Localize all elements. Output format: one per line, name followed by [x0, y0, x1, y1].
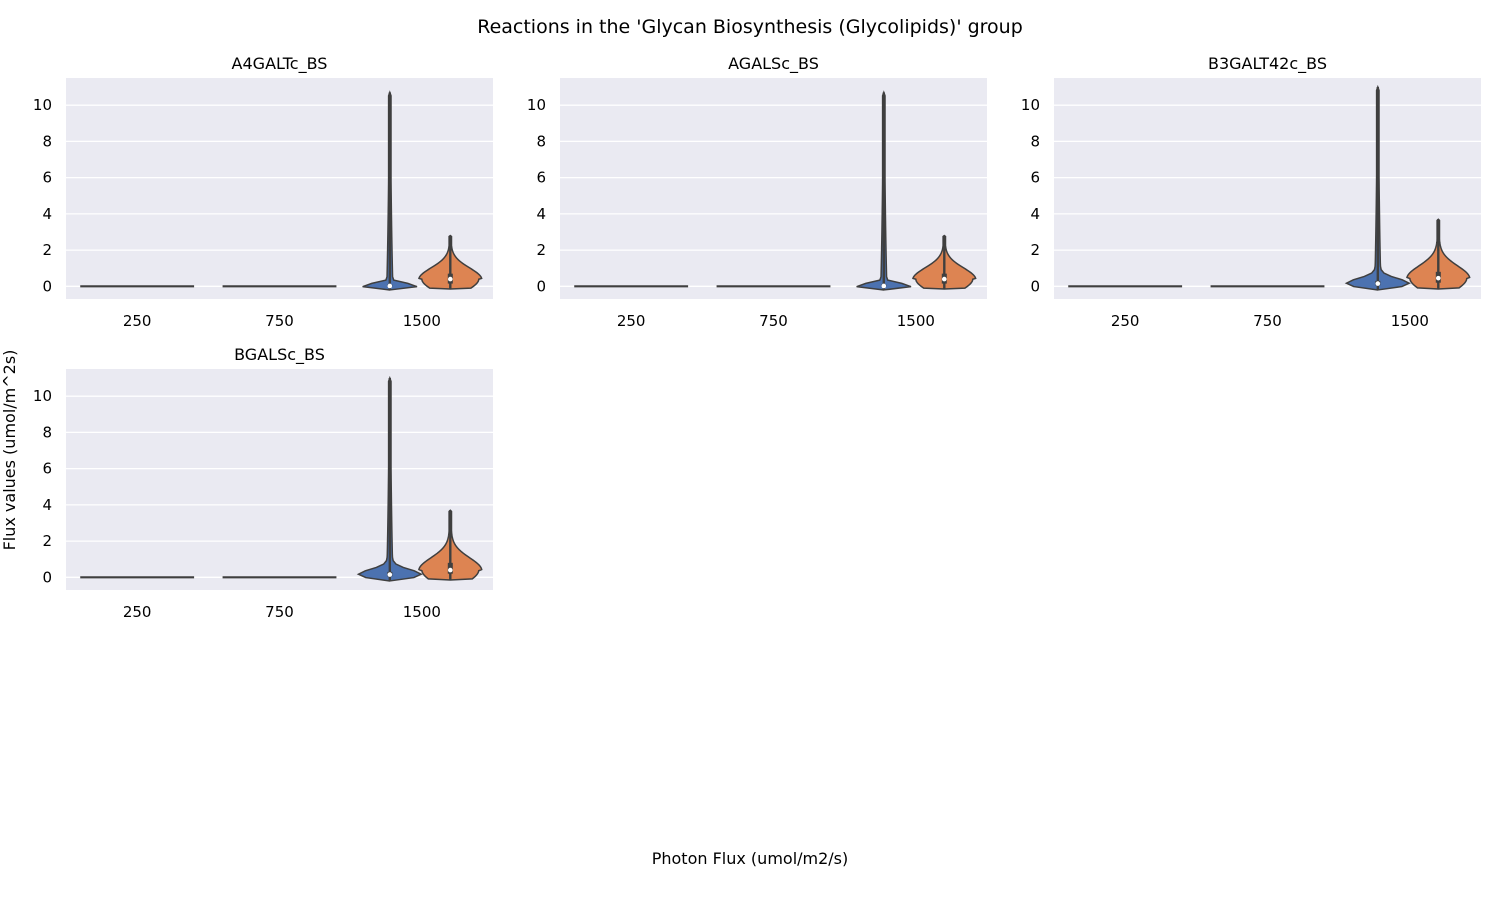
x-axis-label: Photon Flux (umol/m2/s)	[652, 849, 849, 868]
y-tick-label: 0	[1030, 277, 1040, 295]
figure-title: Reactions in the 'Glycan Biosynthesis (G…	[477, 16, 1023, 38]
y-tick-label: 6	[1030, 169, 1040, 187]
violin-median	[448, 567, 453, 573]
y-tick-label: 2	[42, 532, 52, 550]
violin-median	[1436, 275, 1441, 281]
panel-title: A4GALTc_BS	[232, 54, 328, 74]
y-tick-label: 6	[42, 460, 52, 478]
x-tick-label: 1500	[403, 603, 441, 621]
y-tick-label: 0	[42, 568, 52, 586]
x-tick-label: 750	[1253, 312, 1282, 330]
violin-median	[448, 276, 453, 282]
y-tick-label: 10	[1021, 96, 1040, 114]
y-tick-label: 4	[42, 205, 52, 223]
y-tick-label: 10	[33, 96, 52, 114]
violin-median	[387, 283, 393, 289]
y-tick-label: 6	[42, 169, 52, 187]
panel-1: A4GALTc_BS 0 2 4 6 8 10 250 750 1500	[33, 54, 493, 330]
x-tick-label: 250	[617, 312, 646, 330]
violin-median	[942, 276, 947, 282]
x-tick-label: 1500	[1391, 312, 1429, 330]
x-tick-label: 1500	[403, 312, 441, 330]
y-tick-label: 2	[1030, 241, 1040, 259]
violin-median	[881, 283, 887, 289]
y-tick-label: 10	[527, 96, 546, 114]
panels: A4GALTc_BS 0 2 4 6 8 10 250 750 1500 AGALSc_BS 0 2 4 6…	[33, 54, 1481, 621]
y-tick-label: 0	[536, 277, 546, 295]
x-tick-label: 250	[123, 312, 152, 330]
y-tick-label: 4	[42, 496, 52, 514]
plot-area	[66, 78, 493, 299]
plot-area	[560, 78, 987, 299]
y-tick-label: 2	[536, 241, 546, 259]
panel-title: B3GALT42c_BS	[1208, 54, 1327, 74]
panel-4: BGALSc_BS 0 2 4 6 8 10 250 750 1500	[33, 345, 493, 621]
x-tick-label: 250	[123, 603, 152, 621]
x-tick-label: 750	[265, 603, 294, 621]
y-tick-label: 4	[536, 205, 546, 223]
panel-3: B3GALT42c_BS 0 2 4 6 8 10 250 750 1500	[1021, 54, 1481, 330]
x-tick-label: 750	[759, 312, 788, 330]
y-tick-label: 8	[42, 423, 52, 441]
y-tick-label: 8	[1030, 132, 1040, 150]
panel-title: BGALSc_BS	[234, 345, 325, 365]
violin-median	[1375, 281, 1381, 286]
y-tick-label: 8	[536, 132, 546, 150]
y-tick-label: 8	[42, 132, 52, 150]
plot-area	[66, 369, 493, 590]
x-tick-label: 750	[265, 312, 294, 330]
y-tick-label: 0	[42, 277, 52, 295]
y-tick-label: 4	[1030, 205, 1040, 223]
y-tick-label: 2	[42, 241, 52, 259]
y-tick-label: 6	[536, 169, 546, 187]
y-axis-label: Flux values (umol/m^2s)	[0, 350, 19, 551]
x-tick-label: 250	[1111, 312, 1140, 330]
x-tick-label: 1500	[897, 312, 935, 330]
panel-title: AGALSc_BS	[728, 54, 819, 74]
plot-area	[1054, 78, 1481, 299]
violin-median	[387, 572, 393, 577]
panel-2: AGALSc_BS 0 2 4 6 8 10 250 750 1500	[527, 54, 987, 330]
y-tick-label: 10	[33, 387, 52, 405]
